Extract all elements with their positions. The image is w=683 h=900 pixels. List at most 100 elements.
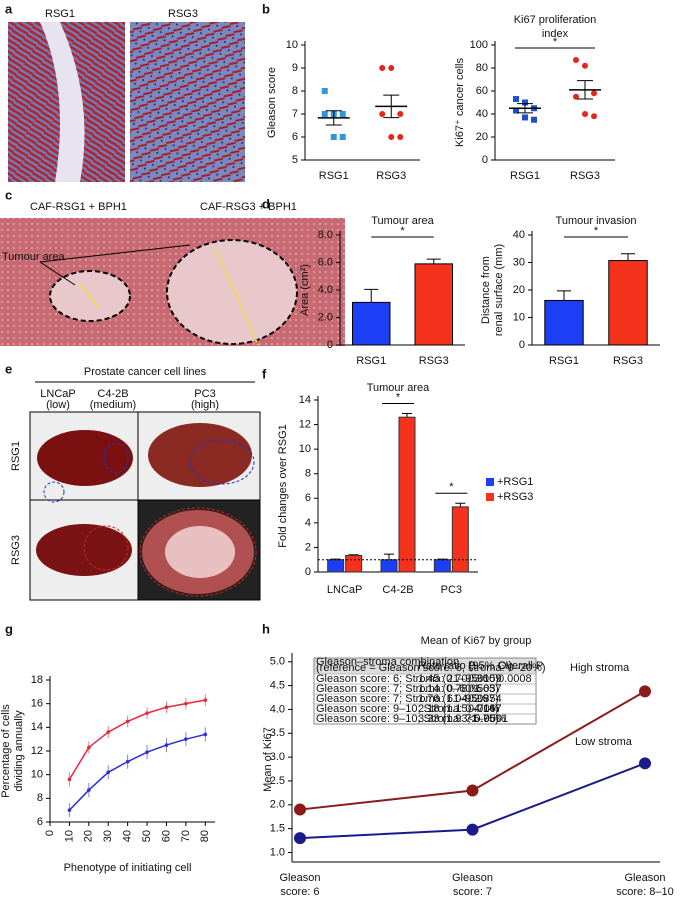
table-cell: 2.18 (1.15, 4.14) xyxy=(418,703,499,715)
error-bar xyxy=(557,290,571,301)
image-label: CAF-RSG3 + BPH1 xyxy=(200,201,297,213)
panel-label: d xyxy=(262,196,270,211)
error-bar xyxy=(426,258,441,264)
point xyxy=(164,743,169,747)
point xyxy=(67,777,72,782)
point xyxy=(531,116,537,123)
point xyxy=(388,65,395,71)
y-tick-label: 2.0 xyxy=(270,799,285,811)
table-cell: 0.5037 xyxy=(468,683,502,695)
annotation: * xyxy=(449,481,454,493)
y-tick-label: 10 xyxy=(31,769,43,781)
point xyxy=(339,111,346,117)
point xyxy=(522,114,528,121)
y-tick-label: 2.0 xyxy=(318,311,333,323)
x-tick-label: 40 xyxy=(122,830,134,842)
x-tick-label: Gleason xyxy=(452,872,493,884)
point xyxy=(582,111,588,117)
error-bar xyxy=(384,553,394,560)
y-axis-label: Gleason score xyxy=(266,67,278,138)
sem-bar xyxy=(577,80,593,100)
table-cell: Gleason score: 7; Stroma: 61–95% xyxy=(316,693,487,705)
y-tick-label: 6.0 xyxy=(318,256,333,268)
point xyxy=(184,701,188,706)
panel-label: g xyxy=(5,621,13,636)
point xyxy=(513,96,519,103)
point xyxy=(591,113,597,120)
outline xyxy=(83,525,129,571)
x-tick-label: 10 xyxy=(63,830,75,842)
y-tick-label: 16 xyxy=(31,698,43,710)
point xyxy=(330,134,337,140)
bar xyxy=(327,559,345,573)
bar xyxy=(451,506,469,573)
y-tick-label: 5 xyxy=(292,154,298,166)
y-tick-label: 6 xyxy=(37,816,43,828)
x-tick-label: RSG3 xyxy=(613,355,643,367)
measure-line xyxy=(79,284,101,309)
point xyxy=(573,93,579,100)
y-axis-label: dividing annually xyxy=(13,710,25,792)
x-tick-label: C4-2B xyxy=(382,584,413,596)
column-label: C4-2B xyxy=(97,388,128,400)
panel-label: e xyxy=(5,361,12,376)
annotation: * xyxy=(400,225,405,237)
pointer xyxy=(39,261,76,286)
outline xyxy=(139,507,257,597)
y-axis-label: Ki67⁺ cancer cells xyxy=(454,58,466,147)
legend-label: +RSG1 xyxy=(497,476,533,488)
sem-bar xyxy=(383,94,400,119)
y-tick-label: 14 xyxy=(31,721,43,733)
error-bar xyxy=(364,288,379,303)
y-tick-label: 2 xyxy=(305,541,311,553)
series-label: Low stroma xyxy=(575,736,633,748)
point xyxy=(573,56,579,63)
y-tick-label: 2.5 xyxy=(270,775,285,787)
table-cell: Gleason score: 7; Stroma: 0–60% xyxy=(316,683,481,695)
chart-title: Tumour invasion xyxy=(556,215,637,227)
y-tick-label: 10 xyxy=(513,311,525,323)
point xyxy=(294,832,306,845)
y-tick-label: 4.0 xyxy=(318,284,333,296)
point xyxy=(125,719,130,724)
bar xyxy=(433,559,451,573)
histology-image xyxy=(130,22,245,182)
x-tick-label: Gleason xyxy=(280,872,321,884)
point xyxy=(294,803,306,816)
x-tick-label: RSG3 xyxy=(419,355,449,367)
y-tick-label: 3.0 xyxy=(270,751,285,763)
annotation: Tumour area xyxy=(2,251,65,263)
x-tick-label: PC3 xyxy=(441,584,462,596)
tumour-outline xyxy=(49,270,131,322)
images xyxy=(0,22,345,601)
sem-bar xyxy=(325,110,342,126)
x-tick-label: score: 7 xyxy=(453,886,492,898)
y-tick-label: 40 xyxy=(476,108,488,120)
tumour xyxy=(165,526,235,578)
y-tick-label: 18 xyxy=(31,674,43,686)
point xyxy=(466,784,479,797)
y-tick-label: 60 xyxy=(476,85,488,97)
y-tick-label: 30 xyxy=(513,256,525,268)
bar xyxy=(380,559,398,573)
x-tick-label: RSG1 xyxy=(319,170,349,182)
point xyxy=(397,134,404,140)
series-label: High stroma xyxy=(570,662,630,674)
line xyxy=(68,699,206,780)
y-tick-label: 0 xyxy=(327,339,333,351)
point xyxy=(87,745,91,750)
y-tick-label: 4.5 xyxy=(270,680,285,692)
legend-label: +RSG3 xyxy=(497,491,533,503)
y-axis-label: Mean of Ki67 xyxy=(262,727,274,792)
annotation: * xyxy=(553,36,558,48)
outline xyxy=(43,481,65,503)
image-label: RSG1 xyxy=(45,8,75,20)
image-header: Prostate cancer cell lines xyxy=(84,366,207,378)
point xyxy=(339,134,346,140)
annotation: * xyxy=(594,225,599,237)
table-cell: 0.0354 xyxy=(468,693,502,705)
x-tick-label: 0 xyxy=(44,830,56,836)
y-tick-label: 20 xyxy=(513,284,525,296)
y-tick-label: 10 xyxy=(299,443,311,455)
